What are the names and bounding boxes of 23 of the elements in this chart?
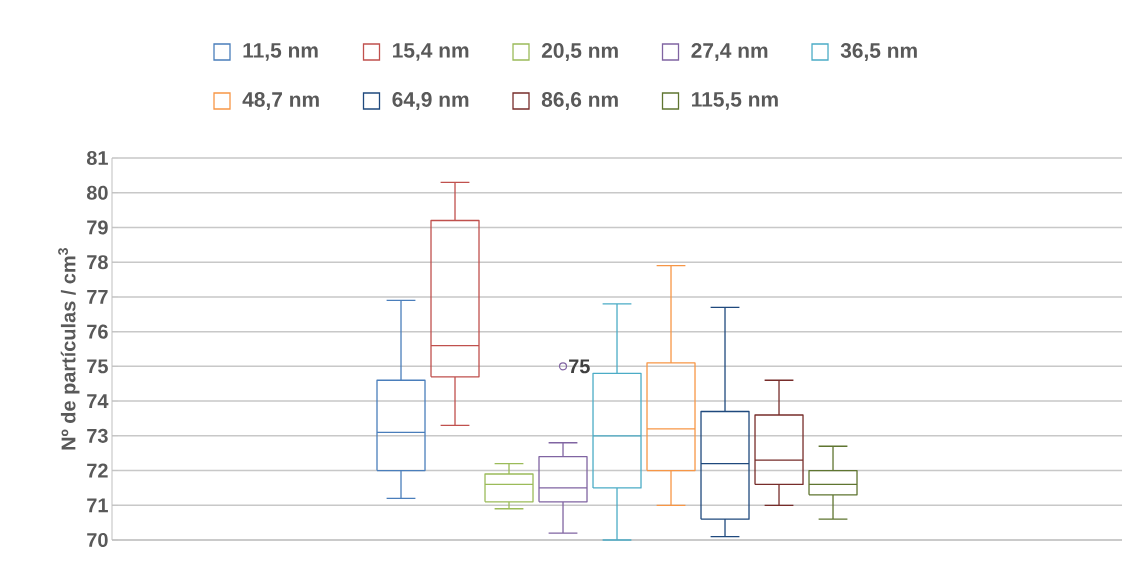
y-axis-title: Nº de partículas / cm$^{3}$ bbox=[58, 248, 80, 450]
legend-label: 27,4 nm bbox=[691, 43, 768, 61]
legend-label: 86,6 nm bbox=[541, 92, 618, 110]
y-tick-label: 75 bbox=[87, 359, 108, 374]
y-tick-label: 72 bbox=[87, 463, 108, 478]
legend-label: 48,7 nm bbox=[242, 92, 319, 110]
legend-label: 36,5 nm bbox=[840, 43, 917, 61]
y-tick-label: 70 bbox=[87, 532, 108, 548]
legend-label: 15,4 nm bbox=[393, 43, 469, 61]
y-tick-label: 71 bbox=[87, 498, 108, 513]
legend-label: 20,5 nm bbox=[541, 43, 618, 61]
annotation: 75 bbox=[569, 359, 590, 374]
y-tick-label: 74 bbox=[87, 394, 109, 408]
y-tick-label: 80 bbox=[86, 185, 108, 200]
legend-label: 64,9 nm bbox=[392, 92, 469, 110]
y-tick-label: 73 bbox=[87, 428, 108, 443]
legend-label: 115,5 nm bbox=[692, 92, 778, 110]
y-tick-label: 81 bbox=[86, 150, 108, 166]
y-tick-label: 78 bbox=[87, 255, 108, 270]
y-tick-label: 79 bbox=[87, 220, 108, 235]
legend-label: 11,5 nm bbox=[243, 43, 318, 61]
y-tick-label: 77 bbox=[87, 290, 108, 304]
y-tick-label: 76 bbox=[87, 324, 108, 339]
